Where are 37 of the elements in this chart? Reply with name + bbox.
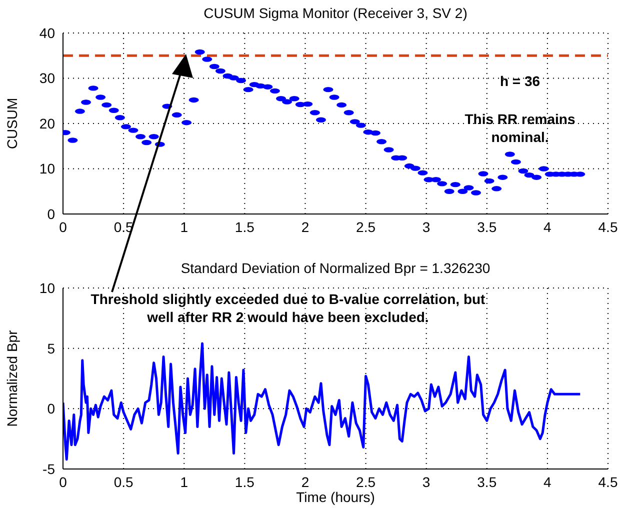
x-tick-label: 1 xyxy=(180,218,188,235)
x-tick-label: 4.5 xyxy=(598,474,618,490)
x-tick-label: 1 xyxy=(180,474,188,490)
x-tick-label: 3 xyxy=(422,474,430,490)
y-tick-label: 10 xyxy=(39,160,56,177)
x-tick-label: 2.5 xyxy=(356,474,376,490)
line-series xyxy=(63,342,582,461)
x-tick-label: 2 xyxy=(301,474,310,490)
chart-title: Standard Deviation of Normalized Bpr = 1.326230 xyxy=(180,260,492,276)
y-tick-label: 30 xyxy=(39,70,56,86)
x-axis-title: Time (hours) xyxy=(296,489,375,505)
x-tick-label: 4.5 xyxy=(598,218,618,235)
x-tick-label: 2.5 xyxy=(356,218,376,235)
x-tick-label: 0 xyxy=(59,218,68,235)
y-tick-label: 5 xyxy=(47,340,56,356)
y-tick-label: 20 xyxy=(39,115,56,132)
x-tick-label: 0.5 xyxy=(114,474,134,490)
y-axis-title: Normalized Bpr xyxy=(4,330,20,427)
y-tick-label: 0 xyxy=(47,206,56,222)
chart-title: CUSUM Sigma Monitor (Receiver 3, SV 2) xyxy=(202,5,468,21)
x-tick-label: 3 xyxy=(422,218,430,235)
x-tick-label: 1.5 xyxy=(234,218,255,235)
y-tick-label: 40 xyxy=(39,24,56,41)
y-axis-title: CUSUM xyxy=(4,98,20,150)
y-tick-label: 10 xyxy=(39,280,56,296)
x-tick-label: 0 xyxy=(59,474,68,490)
x-tick-label: 2 xyxy=(301,218,310,235)
x-tick-label: 4 xyxy=(544,218,552,235)
y-tick-label: -5 xyxy=(42,460,56,477)
y-tick-label: 0 xyxy=(47,400,56,417)
annotation: h = 36 xyxy=(498,72,542,90)
x-tick-label: 1.5 xyxy=(234,474,255,490)
x-tick-label: 3.5 xyxy=(477,474,497,490)
annotation: Threshold slightly exceeded due to B-value correlation, but well after RR 2 would have been excluded. xyxy=(90,290,486,326)
annotation: This RR remains nominal. xyxy=(464,110,576,146)
x-tick-label: 4 xyxy=(544,474,552,490)
x-tick-label: 3.5 xyxy=(477,218,497,235)
